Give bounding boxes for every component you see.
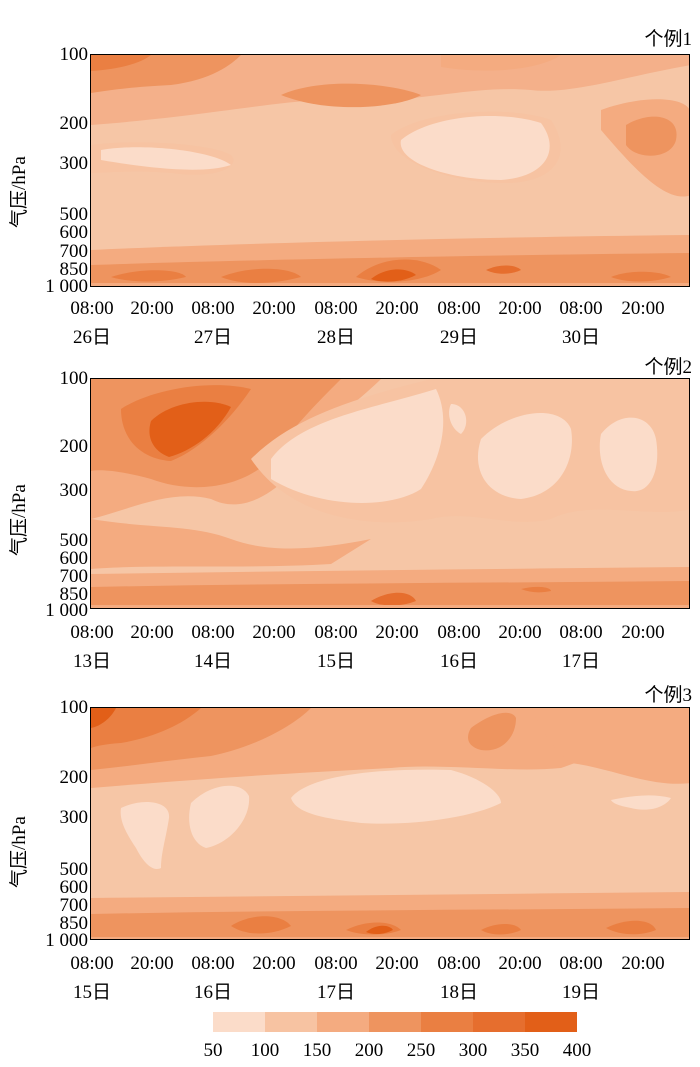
y-tick-label: 100: [59, 44, 89, 65]
x-tick-label: 08:00: [191, 622, 235, 643]
case-title: 个例3: [644, 685, 692, 706]
x-tick-label: 08:00: [314, 953, 358, 974]
date-label: 26日: [72, 327, 112, 348]
x-tick-label: 20:00: [375, 953, 419, 974]
colorbar-swatch: [213, 1012, 265, 1032]
heatmap-plot: [90, 378, 690, 609]
x-tick-label: 08:00: [559, 298, 603, 319]
y-tick-label: 200: [59, 436, 89, 457]
colorbar-label: 350: [510, 1040, 540, 1061]
y-axis-label: 气压/hPa: [9, 156, 30, 228]
date-label: 29日: [439, 327, 479, 348]
case-title: 个例2: [644, 357, 692, 378]
date-label: 14日: [193, 651, 233, 672]
x-tick-label: 20:00: [130, 298, 174, 319]
y-tick-label: 1 000: [45, 600, 88, 621]
x-tick-label: 08:00: [437, 298, 481, 319]
y-axis-label: 气压/hPa: [9, 816, 30, 888]
y-tick-label: 700: [59, 241, 89, 262]
y-tick-label: 200: [59, 113, 89, 134]
colorbar-label: 50: [203, 1040, 223, 1061]
colorbar-swatch: [369, 1012, 421, 1032]
heatmap-plot: [90, 707, 690, 940]
date-label: 28日: [316, 327, 356, 348]
x-tick-label: 08:00: [314, 622, 358, 643]
date-label: 15日: [72, 982, 112, 1003]
y-tick-label: 850: [59, 584, 89, 605]
colorbar-swatch: [421, 1012, 473, 1032]
x-tick-label: 20:00: [621, 298, 665, 319]
y-tick-label: 500: [59, 859, 89, 880]
x-tick-label: 08:00: [191, 953, 235, 974]
y-tick-label: 200: [59, 767, 89, 788]
colorbar-label: 250: [406, 1040, 436, 1061]
y-tick-label: 300: [59, 153, 89, 174]
x-tick-label: 20:00: [130, 622, 174, 643]
colorbar-label: 100: [250, 1040, 280, 1061]
colorbar-swatch: [473, 1012, 525, 1032]
y-tick-label: 100: [59, 697, 89, 718]
y-tick-label: 600: [59, 222, 89, 243]
y-tick-label: 300: [59, 807, 89, 828]
colorbar-label: 150: [302, 1040, 332, 1061]
x-tick-label: 08:00: [437, 622, 481, 643]
x-tick-label: 20:00: [130, 953, 174, 974]
x-tick-label: 08:00: [314, 298, 358, 319]
date-label: 27日: [193, 327, 233, 348]
y-tick-label: 600: [59, 877, 89, 898]
colorbar-label: 200: [354, 1040, 384, 1061]
date-label: 19日: [561, 982, 601, 1003]
y-tick-label: 600: [59, 548, 89, 569]
y-tick-label: 1 000: [45, 930, 88, 951]
x-tick-label: 20:00: [498, 622, 542, 643]
x-tick-label: 20:00: [498, 953, 542, 974]
date-label: 16日: [193, 982, 233, 1003]
x-tick-label: 08:00: [437, 953, 481, 974]
case-title: 个例1: [644, 29, 692, 50]
x-tick-label: 20:00: [252, 953, 296, 974]
heatmap-plot: [90, 54, 690, 287]
x-tick-label: 08:00: [70, 622, 114, 643]
x-tick-label: 20:00: [252, 622, 296, 643]
colorbar-swatches: [213, 1012, 577, 1032]
y-tick-label: 100: [59, 368, 89, 389]
colorbar-swatch: [317, 1012, 369, 1032]
date-label: 15日: [316, 651, 356, 672]
y-tick-label: 850: [59, 259, 89, 280]
date-label: 16日: [439, 651, 479, 672]
x-tick-label: 08:00: [559, 622, 603, 643]
x-tick-label: 20:00: [621, 622, 665, 643]
y-tick-label: 1 000: [45, 276, 88, 297]
x-tick-label: 08:00: [70, 298, 114, 319]
y-tick-label: 700: [59, 895, 89, 916]
colorbar-label: 300: [458, 1040, 488, 1061]
y-axis-label: 气压/hPa: [9, 484, 30, 556]
x-tick-label: 08:00: [70, 953, 114, 974]
x-tick-label: 20:00: [252, 298, 296, 319]
y-tick-label: 500: [59, 204, 89, 225]
date-label: 30日: [561, 327, 601, 348]
x-tick-label: 20:00: [498, 298, 542, 319]
x-tick-label: 20:00: [375, 622, 419, 643]
date-label: 17日: [316, 982, 356, 1003]
y-tick-label: 700: [59, 566, 89, 587]
colorbar-swatch: [525, 1012, 577, 1032]
colorbar-label: 400: [562, 1040, 592, 1061]
colorbar: [213, 1012, 577, 1032]
x-tick-label: 20:00: [621, 953, 665, 974]
x-tick-label: 08:00: [191, 298, 235, 319]
x-tick-label: 08:00: [559, 953, 603, 974]
date-label: 18日: [439, 982, 479, 1003]
y-tick-label: 300: [59, 480, 89, 501]
y-tick-label: 850: [59, 913, 89, 934]
y-tick-label: 500: [59, 530, 89, 551]
date-label: 17日: [561, 651, 601, 672]
date-label: 13日: [72, 651, 112, 672]
colorbar-swatch: [265, 1012, 317, 1032]
x-tick-label: 20:00: [375, 298, 419, 319]
